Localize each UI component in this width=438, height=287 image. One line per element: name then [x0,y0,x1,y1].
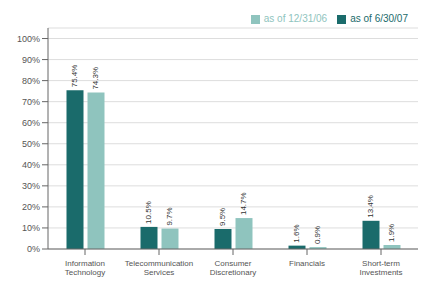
html-text:as of 6/30/07: as of 6/30/07 [350,13,408,24]
svg-text:50%: 50% [22,139,40,149]
svg-text:InformationTechnology: InformationTechnology [65,259,105,277]
svg-text:Short-termInvestments: Short-termInvestments [359,259,402,277]
html-text:as of 12/31/06: as of 12/31/06 [263,13,328,24]
svg-text:1.9%: 1.9% [388,224,397,242]
svg-text:74.3%: 74.3% [92,67,101,90]
svg-text:80%: 80% [22,76,40,86]
svg-text:14.7%: 14.7% [240,192,249,215]
svg-text:1.6%: 1.6% [293,224,302,242]
svg-text:90%: 90% [22,55,40,65]
svg-text:60%: 60% [22,118,40,128]
svg-text:100%: 100% [17,34,40,44]
svg-text:9.7%: 9.7% [166,207,175,225]
svg-text:20%: 20% [22,202,40,212]
svg-text:40%: 40% [22,160,40,170]
svg-text:30%: 30% [22,181,40,191]
svg-text:0%: 0% [27,244,40,254]
svg-text:TelecommunicationServices: TelecommunicationServices [125,259,193,277]
svg-text:75.4%: 75.4% [71,65,80,88]
svg-text:9.5%: 9.5% [219,208,228,226]
svg-text:70%: 70% [22,97,40,107]
svg-text:0.9%: 0.9% [314,226,323,244]
svg-text:Financials: Financials [289,259,325,268]
svg-text:10%: 10% [22,223,40,233]
svg-text:ConsumerDiscretionary: ConsumerDiscretionary [210,259,257,277]
svg-text:13.4%: 13.4% [367,195,376,218]
svg-text:10.5%: 10.5% [145,201,154,224]
